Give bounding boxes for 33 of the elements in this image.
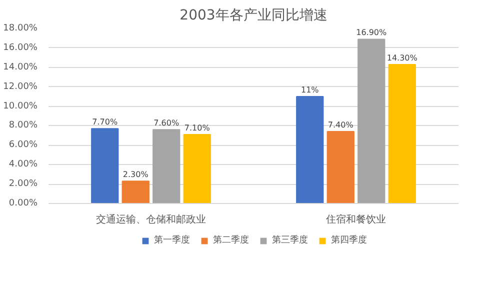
y-tick-label: 14.00% [3,62,38,72]
bar [122,180,150,204]
y-tick-label: 12.00% [3,82,38,92]
data-label: 7.10% [184,123,210,132]
legend-label: 第四季度 [331,234,367,246]
chart-title: 2003年各产业同比增速 [180,8,328,24]
data-label: 7.70% [92,118,118,127]
legend-label: 第三季度 [272,234,308,246]
data-label: 16.90% [356,28,388,38]
bar [183,134,211,204]
y-tick-label: 10.00% [3,101,38,112]
y-tick-label: 16.00% [3,42,38,53]
data-label: 7.60% [154,118,180,128]
legend-label: 第二季度 [213,234,249,246]
bar [326,131,354,204]
bar [152,129,180,204]
data-label: 14.30% [386,53,418,62]
y-tick-label: 2.00% [8,179,38,190]
x-tick-label: 住宿和餐饮业 [326,214,386,226]
bar [91,128,119,204]
y-tick-label: 0.00% [8,198,38,208]
bar [388,64,416,204]
bar [358,38,386,204]
y-tick-label: 4.00% [8,160,38,170]
bar [296,96,324,204]
data-label: 11% [300,86,320,95]
legend-label: 第一季度 [154,234,190,246]
data-label: 2.30% [122,170,149,180]
y-tick-label: 18.00% [3,24,38,34]
y-tick-label: 6.00% [8,140,38,150]
x-tick-label: 交通运输、仓储和邮政业 [96,214,206,226]
y-tick-label: 8.00% [8,120,38,131]
data-label: 7.40% [328,120,354,130]
